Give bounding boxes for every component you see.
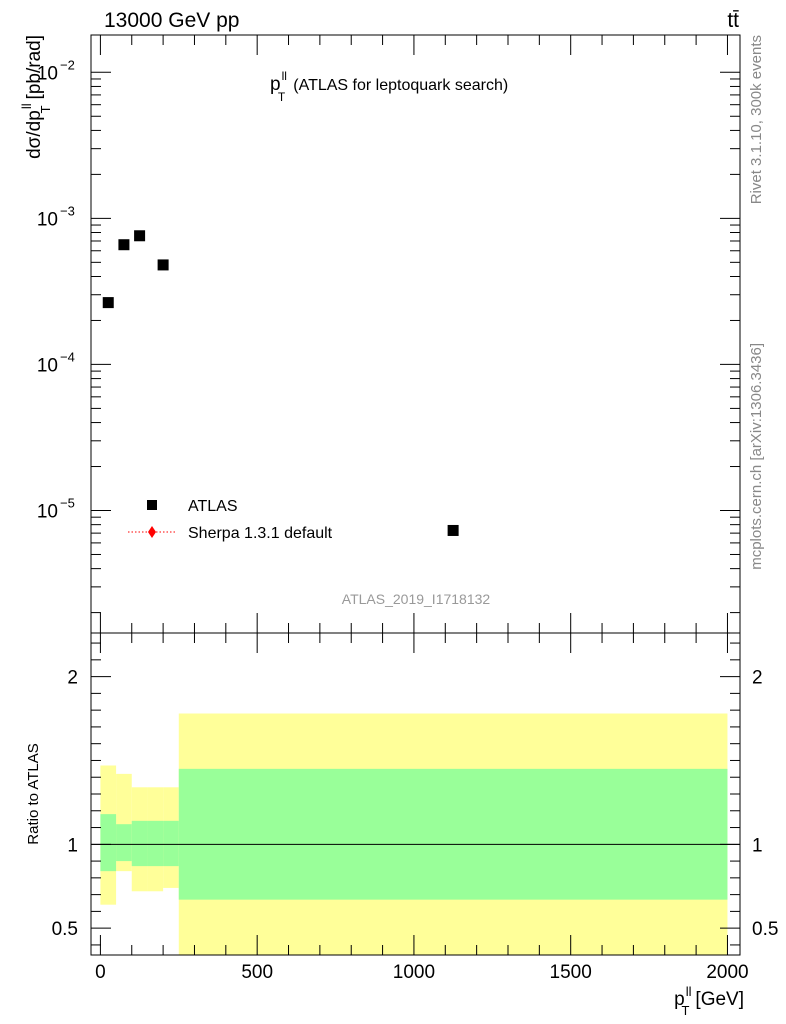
legend: ATLAS Sherpa 1.3.1 default [128,498,333,542]
main-y-tick-label: 10 [37,209,58,230]
ratio-y-tick-label-left: 2 [67,668,78,689]
main-y-label: dσ/dpll T[pb/rad] [19,35,53,159]
x-axis-label: pll T[GeV] [674,984,744,1018]
ratio-y-label: Ratio to ATLAS [25,743,42,844]
rivet-version-label: Rivet 3.1.10, 300k events [748,35,765,204]
main-y-tick-exponent: −5 [60,496,75,511]
main-y-tick-label: 10 [37,355,58,376]
atlas-data-point [447,524,459,536]
main-axis-ticks [91,35,740,633]
x-tick-label: 0 [95,962,106,983]
main-frame [90,34,741,634]
main-y-tick-label: 10 [37,502,58,523]
ratio-inner-band [100,814,117,872]
ratio-inner-band [131,820,148,867]
legend-atlas-marker [147,500,157,510]
atlas-data-point [118,239,130,251]
ratio-inner-band [178,768,728,900]
ratio-y-tick-label-right: 2 [752,668,763,689]
main-y-tick-labels: 10−510−410−310−2 [37,57,75,522]
x-tick-label: 1000 [393,962,435,983]
main-title: pll T(ATLAS for leptoquark search) [270,69,508,104]
legend-atlas-label: ATLAS [188,498,238,515]
main-panel: 10−510−410−310−2 pll T(ATLAS for leptoqua… [19,34,741,634]
ratio-axis-ticks [91,633,740,955]
ratio-panel: 0.5 0.5 1 1 2 2 0 500 1000 1500 2000 Ratio to ATL… [25,632,779,1018]
main-y-tick-exponent: −4 [60,349,75,364]
ratio-y-tick-label-left: 1 [67,835,78,856]
ratio-x-tick-labels: 0 500 1000 1500 2000 [95,962,748,983]
header-process: tt̄ [727,9,739,32]
atlas-data-points [102,230,459,536]
mcplots-label: mcplots.cern.ch [arXiv:1306.3436] [748,343,765,570]
atlas-data-point [157,259,169,271]
main-y-tick-label: 10 [37,63,58,84]
ratio-inner-band [147,820,164,867]
ratio-y-tick-label-right: 0.5 [752,919,778,940]
main-y-tick-exponent: −2 [60,57,75,72]
main-y-tick-exponent: −3 [60,203,75,218]
atlas-data-point [102,297,114,309]
ratio-y-tick-labels: 0.5 0.5 1 1 2 2 [52,668,779,941]
legend-sherpa-label: Sherpa 1.3.1 default [188,525,333,542]
ratio-frame [90,632,741,956]
x-tick-label: 500 [241,962,273,983]
legend-sherpa-marker [148,526,156,538]
analysis-watermark: ATLAS_2019_I1718132 [342,591,491,607]
ratio-y-tick-label-right: 1 [752,835,763,856]
header-energy: 13000 GeV pp [104,9,239,32]
x-tick-label: 2000 [706,962,748,983]
ratio-inner-band [163,820,179,867]
x-tick-label: 1500 [550,962,592,983]
ratio-inner-band [116,824,132,862]
atlas-data-point [134,230,146,242]
ratio-uncertainty-bands [100,713,728,955]
ratio-y-tick-label-left: 0.5 [52,919,78,940]
